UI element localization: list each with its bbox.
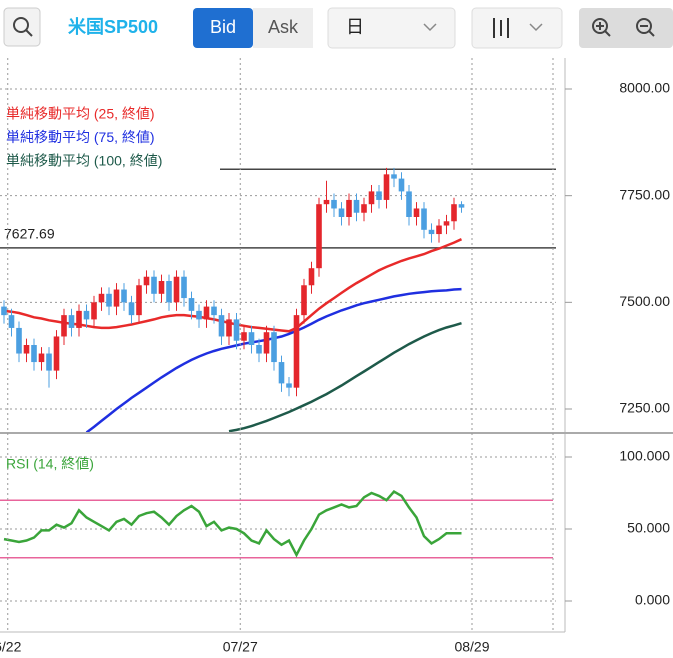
candle-body: [443, 221, 450, 226]
candle-body: [211, 306, 217, 316]
candle-body: [278, 362, 285, 384]
rsi-line: [3, 490, 462, 558]
candle-body: [353, 199, 360, 213]
candle-body: [301, 285, 307, 316]
chevron: [423, 23, 437, 32]
candle-body: [398, 178, 405, 192]
candle-body: [196, 310, 202, 320]
candle-body: [383, 174, 390, 200]
candle-body: [436, 225, 442, 235]
candle-body: [53, 336, 60, 371]
candle-body: [428, 229, 435, 235]
period-label: 日: [346, 17, 364, 37]
candle-body: [263, 332, 270, 354]
zoom-out-icon: [640, 25, 655, 37]
candle-body: [106, 293, 112, 307]
candle-body: [271, 332, 277, 363]
price-line-label: 7627.69: [4, 226, 55, 242]
candle-body: [308, 268, 315, 286]
search-button[interactable]: [3, 7, 41, 47]
rsi-legend: RSI (14, 終値): [6, 456, 94, 472]
candle-body: [143, 276, 150, 286]
chevron: [529, 23, 543, 32]
legend-entry: 単純移動平均 (25, 終値): [6, 106, 155, 122]
candle-body: [421, 208, 427, 230]
legend-entry: 単純移動平均 (75, 終値): [6, 129, 155, 145]
period-select[interactable]: [327, 7, 456, 49]
candle-body: [181, 276, 187, 299]
ask-button[interactable]: [253, 8, 313, 48]
candle-body: [68, 315, 75, 328]
candle-body: [83, 310, 90, 320]
candle-body: [458, 204, 465, 208]
candle-body: [241, 332, 247, 341]
candle-body: [38, 353, 45, 363]
symbol: 米国SP500: [68, 16, 158, 37]
candle-body: [376, 191, 382, 200]
y-tick-label: 7500.00: [619, 293, 670, 309]
candle-body: [233, 319, 240, 341]
search-icon: [13, 17, 29, 33]
legend-entry: 単純移動平均 (100, 終値): [6, 153, 162, 169]
y-tick-label: 7250.00: [619, 400, 670, 416]
zoom-in[interactable]: [592, 18, 608, 34]
candle-body: [368, 191, 375, 205]
search-icon: [25, 29, 33, 37]
bid-label: Bid: [210, 17, 236, 37]
bid-button[interactable]: [193, 8, 253, 48]
candle-body: [338, 208, 345, 217]
candle-body: [188, 298, 195, 311]
candle-body: [61, 315, 67, 337]
candle-body: [158, 281, 165, 294]
y-tick-label: 50.000: [627, 520, 670, 536]
candle-body: [166, 281, 172, 303]
candle-body: [451, 204, 457, 222]
moving-average: [228, 322, 462, 432]
candle-body: [91, 302, 97, 320]
candle-body: [203, 306, 210, 320]
zoom-out[interactable]: [636, 18, 652, 34]
candle-body: [286, 383, 292, 388]
candle-body: [1, 306, 7, 316]
candle-body: [173, 276, 180, 303]
candle-body: [218, 315, 225, 337]
candle-body: [136, 285, 142, 316]
candle-body: [346, 199, 352, 217]
y-tick-label: 0.000: [635, 592, 670, 608]
candle-body: [151, 276, 157, 294]
zoom-in-icon: [596, 22, 611, 37]
candle-body: [361, 204, 367, 213]
chart-type-select[interactable]: [471, 7, 563, 49]
candle-body: [113, 289, 120, 307]
y-tick-label: 7750.00: [619, 186, 670, 202]
candle-body: [8, 315, 15, 328]
candle-body: [331, 199, 337, 209]
ask-label: Ask: [268, 17, 299, 37]
y-tick-label: 100.000: [619, 448, 670, 464]
candle-body: [293, 315, 300, 388]
candle-body: [76, 310, 82, 328]
candle-body: [391, 174, 397, 179]
candle-icon: [493, 18, 509, 38]
candle-body: [23, 345, 30, 354]
x-tick-label: 6/22: [0, 639, 22, 655]
candle-body: [256, 345, 262, 354]
candle-body: [406, 191, 412, 217]
x-tick-label: 08/29: [454, 639, 489, 655]
candle-body: [46, 353, 52, 371]
zoom-buttons[interactable]: [579, 8, 673, 48]
candle-body: [248, 332, 255, 345]
candle-body: [121, 289, 127, 303]
candle-body: [316, 204, 322, 269]
candle-body: [16, 327, 22, 354]
candle-body: [323, 199, 330, 205]
candle-body: [128, 302, 135, 316]
candle-body: [413, 208, 420, 217]
y-tick-label: 8000.00: [619, 80, 670, 96]
candle-body: [98, 293, 105, 303]
candle-body: [226, 319, 232, 337]
x-tick-label: 07/27: [223, 639, 258, 655]
candle-body: [31, 345, 37, 363]
